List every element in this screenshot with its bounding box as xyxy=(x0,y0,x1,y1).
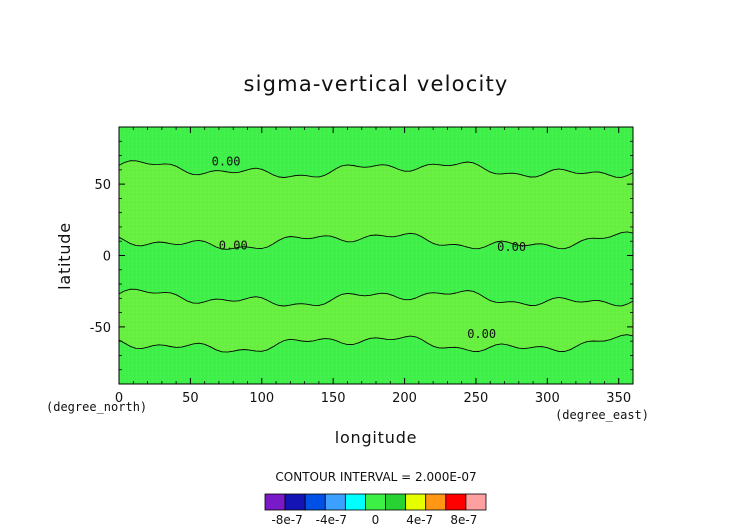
x-tick-label: 50 xyxy=(182,391,199,406)
x-tick-label: 300 xyxy=(535,391,560,406)
x-tick-label: 200 xyxy=(392,391,417,406)
colorbar-swatch xyxy=(284,493,306,511)
colorbar-swatch xyxy=(365,493,386,511)
y-axis-title: latitude xyxy=(55,222,74,290)
chart-title: sigma-vertical velocity xyxy=(243,72,508,96)
x-tick-label: 250 xyxy=(464,391,489,406)
colorbar-tick-labels: -8e-7 -4e-7 0 4e-7 8e-7 xyxy=(271,513,477,527)
x-axis-title: longitude xyxy=(335,428,418,447)
grid-texture xyxy=(119,127,633,384)
contour-labels: 0.00 0.00 0.00 0.00 xyxy=(212,154,526,341)
colorbar-tick-label: -8e-7 xyxy=(271,513,302,527)
contour-interval: CONTOUR INTERVAL = 2.000E-07 xyxy=(275,470,476,484)
x-tick-label: 350 xyxy=(606,391,631,406)
contour-label: 0.00 xyxy=(212,154,241,168)
y-tick-label: -50 xyxy=(90,321,111,336)
y-axis: -50 0 50 xyxy=(90,140,633,371)
colorbar xyxy=(264,493,487,511)
y-tick-label: 50 xyxy=(94,178,111,193)
x-tick-label: 100 xyxy=(249,391,274,406)
colorbar-swatch xyxy=(465,493,487,511)
contour-label: 0.00 xyxy=(219,239,248,253)
colorbar-swatch xyxy=(324,493,346,511)
contour-label: 0.00 xyxy=(497,240,526,254)
y-unit-label: (degree_north) xyxy=(46,400,147,414)
colorbar-swatch xyxy=(445,493,467,511)
colorbar-swatch xyxy=(385,493,407,511)
x-tick-label: 0 xyxy=(115,391,123,406)
colorbar-tick-label: 4e-7 xyxy=(406,513,433,527)
x-unit-label: (degree_east) xyxy=(555,408,649,422)
colorbar-tick-label: -4e-7 xyxy=(316,513,347,527)
x-axis: 0 50 100 150 200 250 300 350 xyxy=(115,127,634,406)
y-tick-label: 0 xyxy=(103,250,111,265)
colorbar-tick-label: 8e-7 xyxy=(450,513,477,527)
plot-area: 0.00 0.00 0.00 0.00 xyxy=(118,126,634,385)
colorbar-swatch xyxy=(264,493,286,511)
colorbar-swatch xyxy=(405,493,427,511)
colorbar-swatch xyxy=(304,493,326,511)
x-tick-label: 150 xyxy=(321,391,346,406)
colorbar-tick-label: 0 xyxy=(372,513,380,527)
colorbar-swatch xyxy=(344,493,366,511)
contour-label: 0.00 xyxy=(467,327,496,341)
colorbar-swatch xyxy=(425,493,447,511)
